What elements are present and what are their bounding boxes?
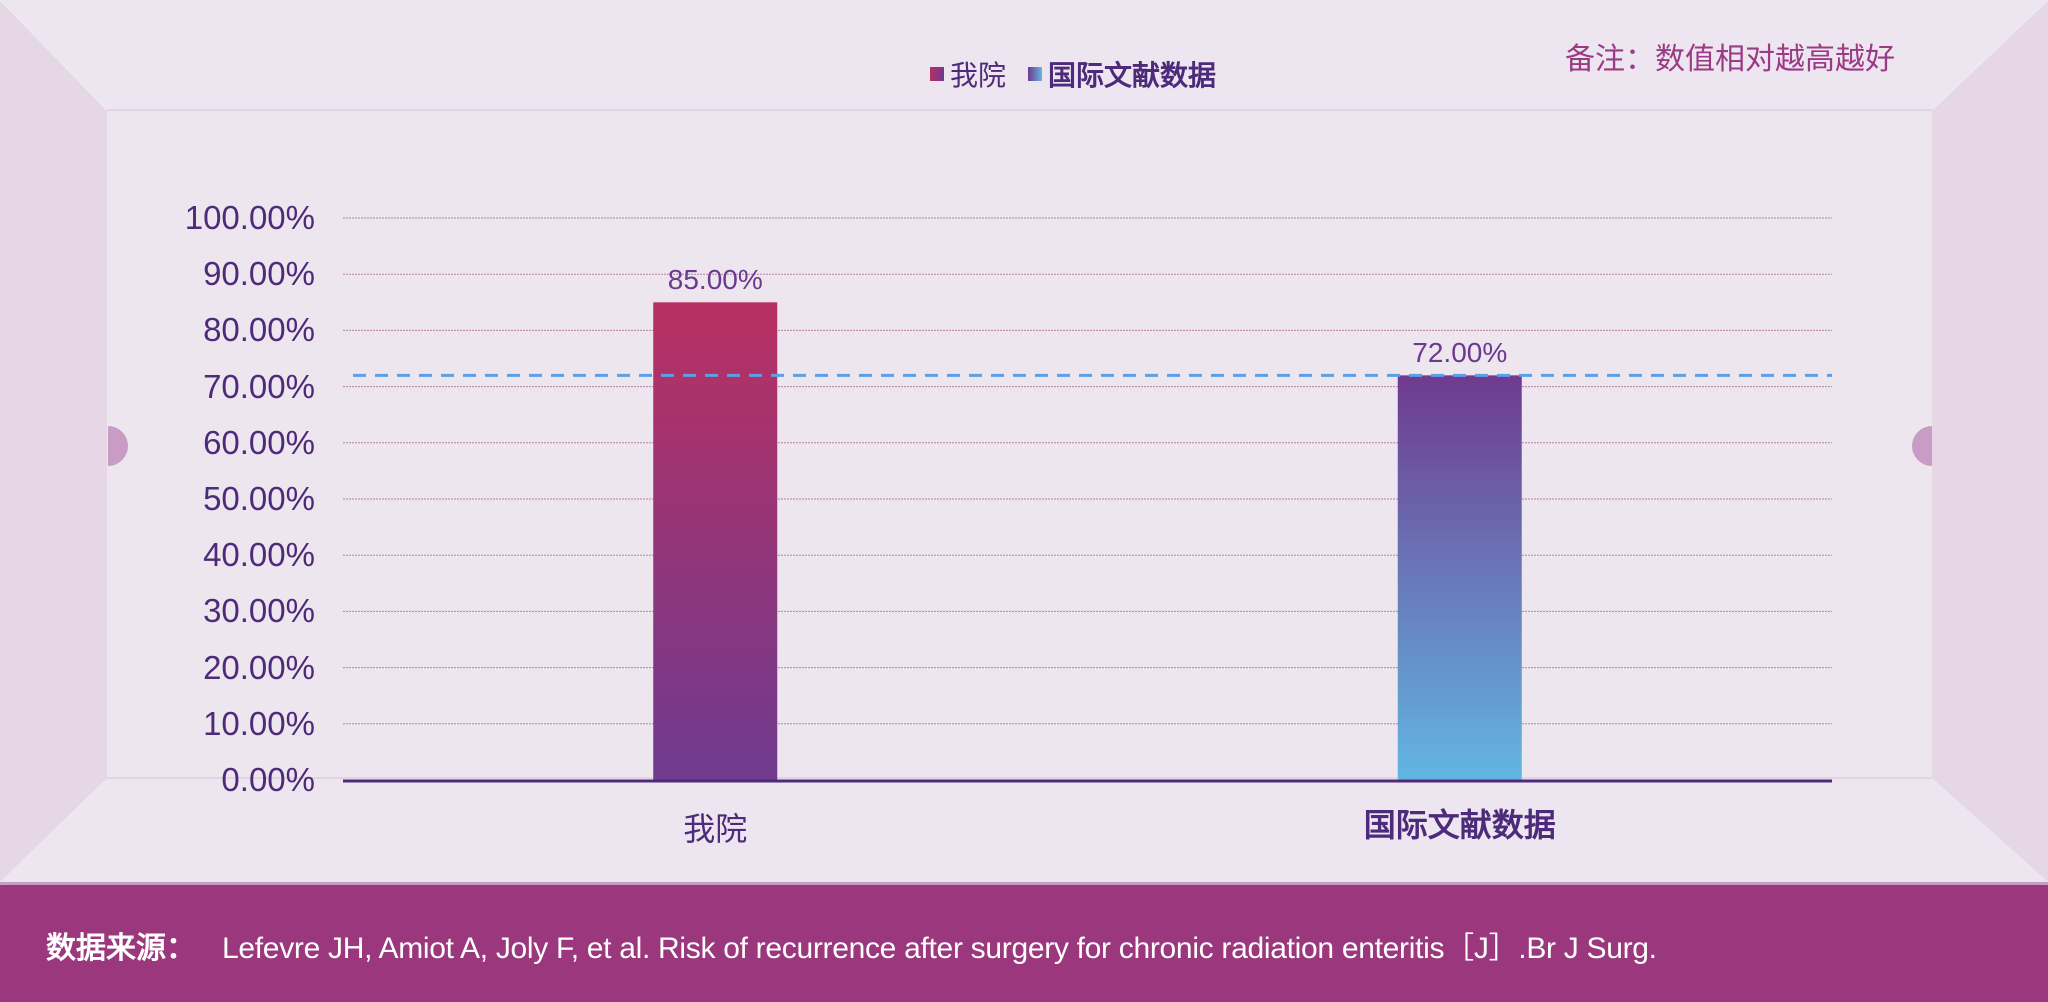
- frame-background: [0, 0, 2048, 882]
- footer-source: 数据来源： Lefevre JH, Amiot A, Joly F, et al…: [0, 882, 2048, 1002]
- legend: 我院 国际文献数据: [930, 54, 1238, 94]
- right-handle-icon: [1912, 426, 1932, 466]
- source-label: 数据来源：: [46, 931, 196, 966]
- legend-item-literature[interactable]: 国际文献数据: [1028, 54, 1216, 94]
- legend-label: 我院: [950, 59, 1007, 92]
- note-text: 备注：数值相对越高越好: [1565, 42, 1895, 77]
- source-citation: Lefevre JH, Amiot A, Joly F, et al. Risk…: [222, 932, 1657, 965]
- legend-label: 国际文献数据: [1048, 59, 1217, 92]
- y-tick-label: 30.00%: [203, 592, 315, 630]
- y-tick-label: 0.00%: [221, 761, 315, 798]
- left-side-panel: [0, 0, 107, 882]
- left-handle-icon: [108, 426, 128, 466]
- data-label: 72.00%: [1412, 337, 1508, 369]
- legend-swatch: [930, 67, 944, 81]
- x-tick-label: 我院: [683, 810, 748, 848]
- bar-0[interactable]: [653, 302, 778, 780]
- legend-item-hospital[interactable]: 我院: [930, 54, 1006, 94]
- data-label: 85.00%: [667, 264, 763, 296]
- bar-1[interactable]: [1397, 375, 1522, 780]
- right-side-panel: [1932, 0, 2048, 882]
- bar-chart: [343, 217, 1832, 783]
- legend-swatch: [1028, 67, 1043, 81]
- y-tick-label: 90.00%: [203, 255, 315, 293]
- x-tick-label: 国际文献数据: [1363, 806, 1556, 844]
- y-tick-label: 50.00%: [203, 480, 315, 517]
- y-tick-label: 80.00%: [203, 311, 315, 349]
- y-tick-label: 60.00%: [203, 423, 315, 461]
- y-tick-label: 70.00%: [203, 367, 315, 405]
- y-tick-label: 100.00%: [184, 199, 315, 236]
- y-tick-label: 40.00%: [203, 536, 315, 574]
- y-tick-label: 10.00%: [203, 704, 315, 742]
- y-tick-label: 20.00%: [203, 648, 315, 686]
